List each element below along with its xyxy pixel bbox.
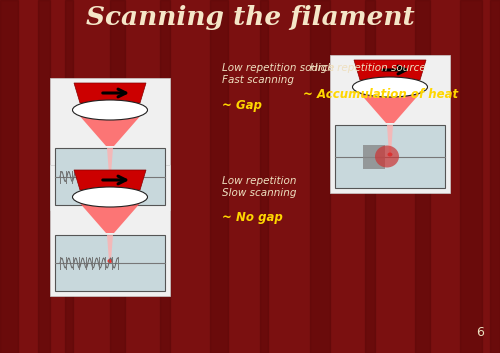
Text: Low repetition: Low repetition	[222, 176, 296, 186]
Polygon shape	[74, 170, 146, 190]
Bar	[260, 0, 268, 353]
Bar	[330, 55, 450, 193]
Ellipse shape	[72, 187, 148, 207]
Ellipse shape	[375, 145, 399, 168]
Bar	[335, 125, 445, 188]
Text: Slow scanning: Slow scanning	[222, 188, 296, 198]
Polygon shape	[107, 235, 113, 261]
Text: Low repetition source: Low repetition source	[222, 63, 334, 73]
Bar	[55, 148, 165, 205]
Ellipse shape	[72, 100, 148, 120]
Ellipse shape	[388, 152, 392, 156]
Bar	[50, 165, 170, 296]
Bar	[38, 0, 50, 353]
Ellipse shape	[352, 77, 428, 97]
Bar	[490, 0, 500, 353]
Text: High repetition source: High repetition source	[310, 63, 426, 73]
Bar	[0, 0, 18, 353]
Ellipse shape	[108, 259, 112, 263]
Bar	[65, 0, 73, 353]
Bar	[50, 78, 170, 210]
Polygon shape	[358, 91, 422, 123]
Polygon shape	[78, 114, 142, 146]
Bar	[110, 0, 125, 353]
Bar	[365, 0, 375, 353]
Text: ~ Accumulation of heat: ~ Accumulation of heat	[303, 89, 458, 102]
Polygon shape	[107, 148, 113, 174]
Bar	[363, 144, 385, 168]
Bar	[415, 0, 430, 353]
Bar	[310, 0, 330, 353]
Polygon shape	[78, 201, 142, 233]
Bar	[460, 0, 482, 353]
Polygon shape	[74, 83, 146, 103]
Text: ~ Gap: ~ Gap	[222, 98, 262, 112]
Polygon shape	[387, 125, 393, 155]
Text: Scanning the filament: Scanning the filament	[86, 6, 414, 30]
Bar	[55, 235, 165, 291]
Bar	[210, 0, 228, 353]
Text: ~ No gap: ~ No gap	[222, 211, 283, 225]
Ellipse shape	[108, 173, 112, 176]
Text: 6: 6	[476, 327, 484, 340]
Bar	[160, 0, 170, 353]
Text: Fast scanning: Fast scanning	[222, 75, 294, 85]
Polygon shape	[354, 60, 426, 80]
